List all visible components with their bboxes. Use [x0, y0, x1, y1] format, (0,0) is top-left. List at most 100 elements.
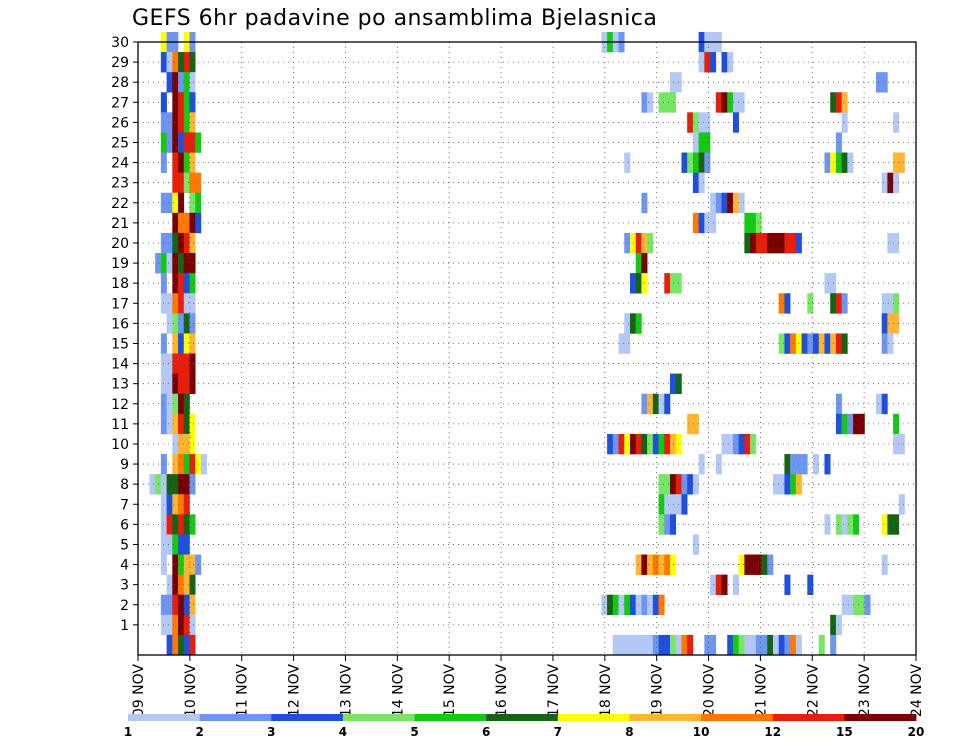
heatmap-cell: [652, 393, 659, 415]
heatmap-cell: [166, 192, 173, 214]
heatmap-cell: [893, 293, 900, 314]
heatmap-cell: [183, 313, 190, 334]
heatmap-cell: [647, 433, 654, 455]
heatmap-cell: [681, 634, 688, 656]
heatmap-cell: [647, 92, 654, 113]
heatmap-cell: [166, 373, 173, 395]
y-tick-label: 27: [111, 95, 129, 111]
heatmap-cell: [178, 152, 185, 173]
heatmap-cell: [738, 634, 745, 656]
heatmap-cell: [853, 514, 860, 535]
x-tick-label: 19 NOV: [650, 664, 666, 718]
heatmap-cell: [641, 433, 648, 455]
heatmap-cell: [189, 293, 196, 314]
x-tick-label: 22 NOV: [805, 664, 821, 718]
heatmap-cell: [178, 293, 185, 314]
x-tick-label: 12 NOV: [287, 664, 303, 718]
heatmap-cell: [893, 112, 900, 133]
y-tick-label: 19: [111, 256, 129, 272]
heatmap-cell: [841, 594, 848, 616]
heatmap-cell: [664, 273, 671, 294]
heatmap-cell: [189, 192, 196, 214]
colorbar-label: 15: [836, 725, 853, 739]
heatmap-cell: [807, 333, 814, 354]
heatmap-cell: [624, 433, 631, 455]
heatmap-cell: [761, 634, 768, 656]
heatmap-cell: [744, 634, 751, 656]
heatmap-cell: [698, 52, 705, 73]
heatmap-cell: [166, 353, 173, 374]
heatmap-cell: [178, 232, 185, 254]
heatmap-cell: [178, 373, 185, 395]
colorbar: 1 2 3 4 5 6 7 8 10 12 15 20: [124, 714, 924, 739]
heatmap-cell: [166, 72, 173, 93]
heatmap-cell: [795, 634, 802, 656]
heatmap-cell: [853, 413, 860, 435]
heatmap-cell: [172, 634, 179, 656]
heatmap-cell: [772, 474, 780, 495]
heatmap-cell: [704, 112, 711, 133]
y-tick-label: 5: [120, 537, 129, 553]
heatmap-cell: [618, 594, 625, 616]
heatmap-cell: [189, 92, 196, 113]
heatmap-cell: [881, 172, 888, 194]
heatmap-cell: [178, 574, 185, 596]
heatmap-cell: [893, 413, 900, 435]
heatmap-cell: [755, 634, 762, 656]
heatmap-cell: [864, 594, 871, 616]
heatmap-cell: [841, 293, 848, 314]
colorbar-swatch: [701, 714, 774, 721]
heatmap-cell: [189, 232, 196, 254]
heatmap-cell: [784, 454, 791, 475]
heatmap-cell: [178, 132, 185, 153]
y-tick-label: 14: [111, 357, 129, 373]
y-tick-label: 26: [111, 115, 129, 131]
heatmap-cell: [658, 433, 665, 455]
heatmap-cell: [183, 393, 190, 415]
y-tick-label: 9: [120, 457, 129, 473]
heatmap-cell: [698, 172, 705, 194]
heatmap-cell: [761, 554, 768, 575]
y-tick-label: 21: [111, 216, 129, 232]
heatmap-cell: [178, 433, 185, 455]
heatmap-cell: [166, 52, 173, 73]
heatmap-cell: [607, 594, 614, 616]
heatmap-cell: [647, 393, 654, 415]
heatmap-cell: [664, 393, 671, 415]
heatmap-cell: [784, 574, 791, 596]
heatmap-cell: [721, 92, 728, 113]
heatmap-cell: [624, 152, 631, 173]
heatmap-cell: [178, 353, 185, 374]
heatmap-cell: [721, 192, 728, 214]
heatmap-cell: [710, 634, 717, 656]
heatmap-cell: [721, 52, 728, 73]
heatmap-cell: [898, 433, 905, 455]
colorbar-swatch: [271, 714, 344, 721]
heatmap-cell: [807, 574, 814, 596]
heatmap-cell: [178, 454, 185, 475]
heatmap-cell: [183, 253, 190, 274]
heatmap-cell: [189, 514, 196, 535]
colorbar-label: 1: [124, 725, 132, 739]
heatmap-cell: [858, 594, 865, 616]
y-tick-label: 15: [111, 336, 129, 352]
heatmap-cell: [893, 313, 900, 334]
heatmap-cell: [618, 634, 625, 656]
heatmap-cell: [183, 514, 190, 535]
heatmap-cell: [183, 92, 190, 113]
heatmap-cell: [658, 594, 665, 616]
heatmap-cell: [727, 634, 734, 656]
heatmap-cell: [658, 634, 665, 656]
heatmap-cell: [698, 112, 705, 133]
y-tick-label: 8: [120, 477, 129, 493]
heatmap-cell: [732, 192, 739, 214]
y-tick-label: 30: [111, 35, 129, 51]
heatmap-cell: [166, 514, 173, 535]
plot-frame: [137, 41, 917, 656]
heatmap-cell: [612, 634, 619, 656]
heatmap-cell: [166, 534, 173, 555]
heatmap-cell: [183, 433, 190, 455]
heatmap-cell: [624, 594, 631, 616]
heatmap-cell: [178, 52, 185, 73]
x-tick-label: 20 NOV: [702, 664, 718, 718]
